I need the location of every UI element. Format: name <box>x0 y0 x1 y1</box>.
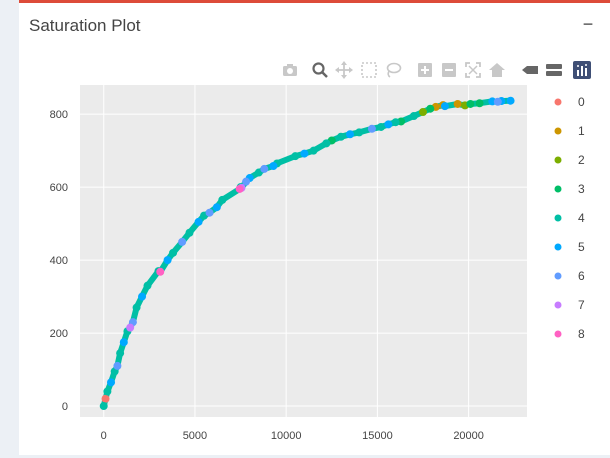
plot-background <box>80 85 527 417</box>
data-point-0 <box>101 394 110 403</box>
saturation-plot-panel: Saturation Plot − 0 5000 10000 15000 20000 0 2… <box>19 0 610 455</box>
x-tick-label: 10000 <box>271 430 302 442</box>
data-point-5 <box>384 120 393 129</box>
zoom-icon[interactable] <box>311 61 329 79</box>
y-tick-label: 0 <box>62 401 68 413</box>
legend-label-8: 8 <box>578 327 585 341</box>
data-point-4 <box>377 122 386 131</box>
plotly-logo-icon[interactable] <box>573 61 591 79</box>
data-point-3 <box>475 99 484 108</box>
data-point-3 <box>426 104 435 113</box>
legend-marker-2 <box>554 156 562 164</box>
data-point-4 <box>291 152 300 161</box>
legend-label-6: 6 <box>578 269 585 283</box>
scatter-chart[interactable]: 0 5000 10000 15000 20000 0 200 400 600 800 0 1 2 3 4 5 6… <box>19 3 610 458</box>
data-point-5 <box>194 217 203 226</box>
data-point-6 <box>260 164 269 173</box>
data-point-5 <box>300 149 309 158</box>
lasso-select-icon[interactable] <box>384 61 402 79</box>
y-tick-label: 600 <box>50 182 68 194</box>
data-point-5 <box>440 102 449 111</box>
data-point-5 <box>212 203 221 212</box>
hover-closest-icon[interactable] <box>521 61 539 79</box>
x-tick-label: 5000 <box>183 430 207 442</box>
legend-marker-5 <box>554 243 562 251</box>
data-point-4 <box>322 139 331 148</box>
data-point-4 <box>185 228 194 237</box>
legend-marker-6 <box>554 272 562 280</box>
collapse-button[interactable]: − <box>582 14 594 34</box>
data-point-5 <box>506 96 515 105</box>
data-point-5 <box>269 161 278 170</box>
data-point-4 <box>143 281 152 290</box>
x-tick-label: 0 <box>101 430 107 442</box>
data-point-6 <box>493 97 502 106</box>
data-point-4 <box>309 146 318 155</box>
data-point-8 <box>235 184 244 193</box>
data-point-7 <box>126 323 135 332</box>
data-point-5 <box>138 292 147 301</box>
data-point-5 <box>107 378 116 387</box>
reset-axes-icon[interactable] <box>488 61 506 79</box>
legend-marker-4 <box>554 214 562 222</box>
camera-icon[interactable] <box>281 61 299 79</box>
data-point-4 <box>99 402 108 411</box>
y-tick-label: 400 <box>50 255 68 267</box>
data-point-4 <box>132 303 141 312</box>
legend-label-7: 7 <box>578 298 585 312</box>
x-tick-label: 15000 <box>362 430 393 442</box>
legend-marker-3 <box>554 185 562 193</box>
y-tick-label: 800 <box>50 109 68 121</box>
data-point-4 <box>103 387 112 396</box>
legend-label-4: 4 <box>578 211 585 225</box>
data-point-4 <box>218 195 227 204</box>
data-point-4 <box>169 248 178 257</box>
data-point-4 <box>116 349 125 358</box>
data-point-5 <box>163 256 172 265</box>
legend-label-1: 1 <box>578 124 585 138</box>
x-tick-label: 20000 <box>453 430 484 442</box>
legend-label-3: 3 <box>578 182 585 196</box>
data-point-6 <box>242 177 251 186</box>
box-select-icon[interactable] <box>360 61 378 79</box>
pan-icon[interactable] <box>335 61 353 79</box>
data-point-2 <box>419 107 428 116</box>
data-point-5 <box>119 338 128 347</box>
legend-marker-8 <box>554 330 562 338</box>
legend-marker-7 <box>554 301 562 309</box>
data-point-6 <box>205 208 214 217</box>
data-point-1 <box>453 99 462 108</box>
autoscale-icon[interactable] <box>464 61 482 79</box>
data-point-4 <box>409 112 418 121</box>
data-point-5 <box>346 130 355 139</box>
legend-label-0: 0 <box>578 95 585 109</box>
data-point-6 <box>367 124 376 133</box>
legend-marker-1 <box>554 127 562 135</box>
panel-title: Saturation Plot <box>29 16 141 35</box>
legend-label-5: 5 <box>578 240 585 254</box>
data-point-8 <box>156 267 165 276</box>
legend-marker-0 <box>554 98 562 106</box>
data-point-4 <box>336 132 345 141</box>
zoom-out-icon[interactable] <box>440 61 458 79</box>
data-point-3 <box>466 99 475 108</box>
data-point-6 <box>178 237 187 246</box>
legend-label-2: 2 <box>578 153 585 167</box>
data-point-6 <box>113 361 122 370</box>
data-point-4 <box>391 118 400 127</box>
zoom-in-icon[interactable] <box>416 61 434 79</box>
y-tick-label: 200 <box>50 328 68 340</box>
plot-toolbar <box>19 61 610 83</box>
hover-compare-icon[interactable] <box>545 61 563 79</box>
data-point-4 <box>355 128 364 137</box>
